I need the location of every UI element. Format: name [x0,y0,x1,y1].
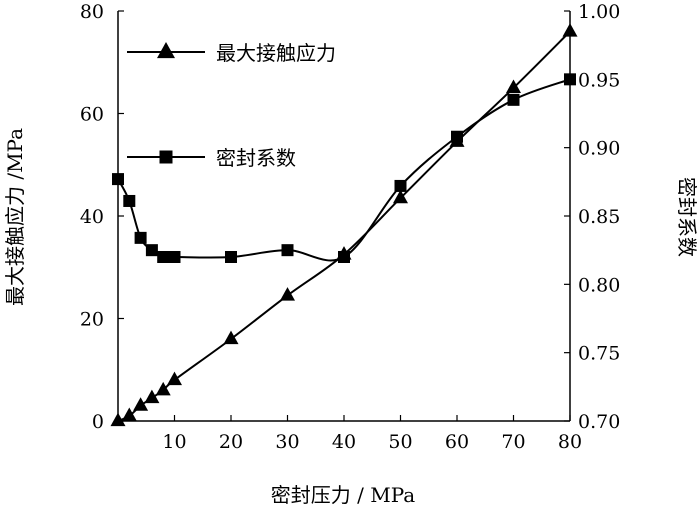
y-left-tick-label: 20 [80,309,104,331]
x-tick-label: 80 [558,431,582,453]
triangle-marker [223,330,239,345]
x-tick-label: 40 [332,431,356,453]
square-marker [168,251,181,263]
square-marker [225,251,237,263]
triangle-marker [167,371,182,386]
triangle-marker [393,189,408,204]
y-right-tick-label: 0.90 [578,138,620,160]
square-marker [564,73,576,86]
square-marker [145,244,158,257]
square-marker [507,93,520,106]
y-right-tick-label: 0.85 [578,206,620,228]
triangle-marker [110,412,126,427]
tick-labels: 10 20 30 40 50 60 70 800204060800.700.750.800.8… [80,1,621,453]
x-tick-label: 20 [219,431,243,453]
legend-square-marker [159,150,173,164]
legend-label: 密封系数 [216,146,296,170]
y-right-tick-label: 0.70 [578,411,620,433]
triangle-marker [562,23,578,37]
square-marker [394,179,407,192]
series-sealing-coefficient [112,73,576,263]
x-tick-label: 50 [388,431,412,453]
triangle-marker [280,287,295,301]
series-layer [110,23,578,427]
x-tick-label: 10 [162,431,186,453]
y-left-tick-label: 0 [92,411,104,433]
square-marker [134,231,147,244]
y-right-tick-label: 1.00 [578,1,620,23]
y-left-tick-label: 60 [80,104,104,126]
y-left-tick-label: 40 [80,206,104,228]
square-marker [451,130,463,143]
series-line [117,30,571,422]
legend-label: 最大接触应力 [216,41,336,65]
y-axis-right-title: 密封系数 [675,177,699,257]
series-line [117,78,571,262]
legend-item: 密封系数 [127,146,296,170]
triangle-marker [121,407,137,422]
square-marker [281,244,294,257]
y-right-tick-label: 0.75 [578,343,620,365]
y-right-tick-label: 0.95 [578,69,620,91]
y-right-tick-label: 0.80 [578,274,620,296]
x-tick-label: 70 [501,431,525,453]
triangle-marker [133,397,149,411]
triangle-marker [144,389,160,404]
x-tick-label: 60 [445,431,469,453]
axes [117,10,571,422]
y-axis-left-title: 最大接触应力 /MPa [3,128,27,306]
y-left-tick-label: 80 [80,1,104,23]
triangle-marker [155,381,171,396]
square-marker [157,251,170,263]
legend-triangle-marker [157,41,175,59]
square-marker [112,173,124,186]
triangle-marker [506,79,521,94]
x-tick-label: 30 [275,431,299,453]
legend-item: 最大接触应力 [127,41,336,65]
x-axis-title: 密封压力 / MPa [271,483,415,507]
square-marker [123,194,136,207]
series-contact-stress [110,23,578,427]
square-marker [338,251,350,263]
